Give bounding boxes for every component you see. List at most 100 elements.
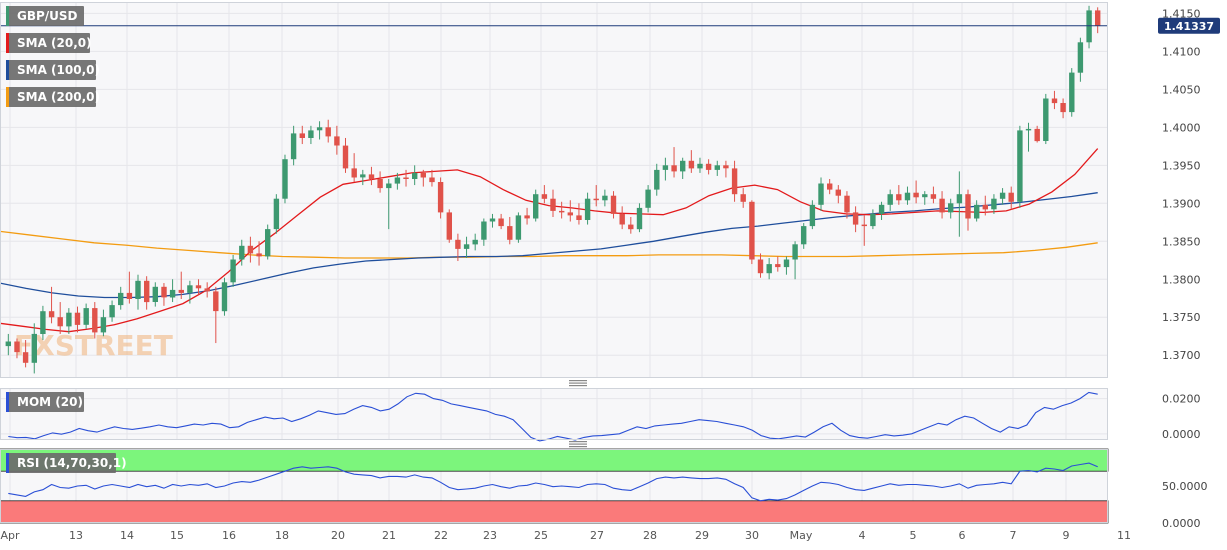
price-tick-label: 1.4150 xyxy=(1162,7,1201,20)
x-tick-label: 5 xyxy=(910,529,917,542)
x-tick-label: 16 xyxy=(222,529,236,542)
candle-body xyxy=(342,145,349,169)
candle-body xyxy=(135,280,141,299)
candle-body xyxy=(982,204,988,210)
rsi-overbought-zone xyxy=(0,448,1109,472)
candle-body xyxy=(956,194,963,204)
candle-body xyxy=(507,226,513,240)
candle-body xyxy=(628,224,634,230)
candle-body xyxy=(1017,130,1023,202)
candle-body xyxy=(221,282,228,312)
legend-label: RSI (14,70,30,1) xyxy=(17,456,127,470)
candle-body xyxy=(5,341,11,347)
candle-body xyxy=(118,292,124,306)
candle-body xyxy=(1086,10,1092,43)
candle-body xyxy=(533,194,539,219)
candle-body xyxy=(671,165,677,172)
candle-body xyxy=(351,168,357,178)
candle-body xyxy=(852,212,859,225)
candle-body xyxy=(645,189,651,208)
x-tick-label: 23 xyxy=(483,529,497,542)
legend-accent xyxy=(6,33,9,53)
candle-body xyxy=(195,285,202,289)
legend-box-bg xyxy=(6,87,96,107)
candle-body xyxy=(239,245,245,260)
mom-tick-label: 0.0200 xyxy=(1162,393,1201,406)
candle-body xyxy=(610,195,617,214)
x-tick-label: May xyxy=(790,529,813,542)
legend-mom: MOM (20) xyxy=(6,392,84,412)
sma200-line xyxy=(0,230,1098,259)
x-tick-label: 20 xyxy=(331,529,345,542)
legend-box-bg xyxy=(6,6,84,26)
candle-body xyxy=(619,213,625,225)
price-tick-label: 1.3800 xyxy=(1162,273,1201,286)
candle-body xyxy=(92,308,98,333)
x-tick-label: 18 xyxy=(275,529,289,542)
rsi-tick-label: 50.0000 xyxy=(1162,480,1208,493)
price-tick-label: 1.3700 xyxy=(1162,349,1201,362)
candle-body xyxy=(31,333,37,363)
candle-body xyxy=(126,292,133,299)
candle-body xyxy=(100,317,107,333)
price-tick-label: 1.3750 xyxy=(1162,311,1201,324)
candle-body xyxy=(827,183,833,190)
legend-accent xyxy=(6,6,9,26)
candle-body xyxy=(325,127,331,137)
x-tick-label: 4 xyxy=(859,529,866,542)
candle-body xyxy=(801,226,807,245)
candle-body xyxy=(1025,128,1032,131)
candle-body xyxy=(792,244,798,260)
candle-body xyxy=(144,280,150,303)
candle-body xyxy=(187,285,193,293)
candle-body xyxy=(809,204,816,227)
candle-body xyxy=(524,215,530,219)
x-tick-label: 9 xyxy=(1063,529,1070,542)
panel-resize-handle xyxy=(569,382,587,384)
candle-body xyxy=(455,239,461,249)
legend-box-bg xyxy=(6,33,90,53)
x-tick-label: 28 xyxy=(643,529,657,542)
candle-body xyxy=(922,194,928,198)
panel-resize-handle xyxy=(569,385,587,387)
candle-body xyxy=(861,224,867,227)
legend-accent xyxy=(6,392,9,412)
candle-body xyxy=(394,177,401,184)
candle-body xyxy=(109,305,115,318)
candle-body xyxy=(360,174,366,178)
price-tick-label: 1.4050 xyxy=(1162,83,1201,96)
legend-box-bg xyxy=(6,60,96,80)
candle-body xyxy=(420,172,426,178)
x-tick-label: 30 xyxy=(745,529,759,542)
panel-resize-handle xyxy=(569,443,587,445)
legend-label: SMA (200,0) xyxy=(17,90,100,104)
candle-body xyxy=(1069,72,1075,113)
candle-body xyxy=(74,312,81,325)
price-tick-label: 1.3850 xyxy=(1162,235,1201,248)
candle-body xyxy=(83,308,89,325)
candle-body xyxy=(593,198,599,201)
candle-body xyxy=(584,198,591,220)
x-tick-label: 15 xyxy=(170,529,184,542)
candle-body xyxy=(576,215,582,220)
candle-body xyxy=(887,194,893,205)
legend-indicator-1: SMA (100,0) xyxy=(6,60,100,80)
candle-body xyxy=(1043,98,1049,141)
price-tick-label: 1.4000 xyxy=(1162,121,1201,134)
candle-body xyxy=(1060,103,1066,113)
candle-body xyxy=(66,312,72,327)
candle-body xyxy=(550,198,556,211)
price-tick-label: 1.4100 xyxy=(1162,45,1201,58)
candle-body xyxy=(403,177,409,179)
candle-body xyxy=(714,165,720,170)
panel-resize-handle xyxy=(569,380,587,382)
legend-indicator-2: SMA (200,0) xyxy=(6,87,100,107)
candle-body xyxy=(1095,10,1101,26)
candle-body xyxy=(230,259,236,283)
legend-label: SMA (20,0) xyxy=(17,36,92,50)
candle-body xyxy=(723,165,729,169)
candle-body xyxy=(437,182,444,213)
x-tick-label: 25 xyxy=(534,529,548,542)
